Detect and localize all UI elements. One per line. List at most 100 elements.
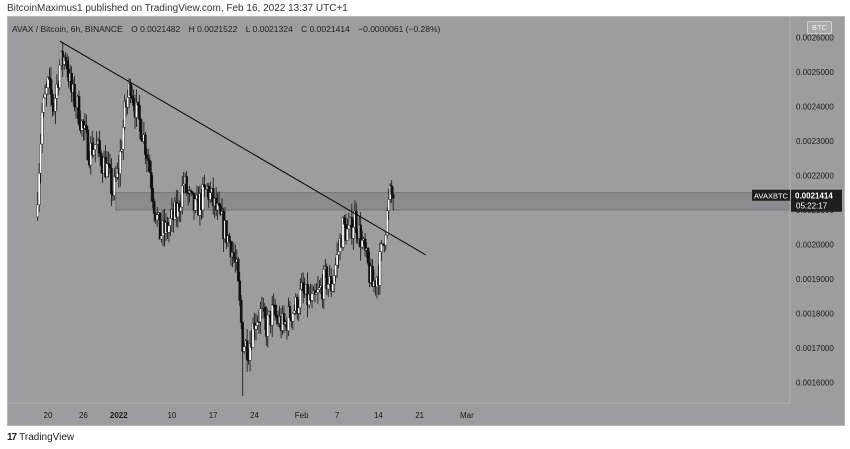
symbol-label: AVAX / Bitcoin, 6h, BINANCE	[12, 24, 123, 34]
close-value: 0.0021414	[309, 24, 350, 34]
y-tick-label: 0.0026000	[796, 34, 834, 43]
high-value: 0.0021522	[197, 24, 238, 34]
candle-body	[45, 87, 48, 95]
candle-body	[138, 104, 141, 120]
candle-body	[346, 228, 349, 241]
candle-body	[108, 163, 112, 169]
trendline	[59, 40, 426, 256]
candle-body	[343, 217, 346, 225]
brand-name: TradingView	[19, 432, 75, 443]
chart-legend: AVAX / Bitcoin, 6h, BINANCE O 0.0021482 …	[12, 24, 440, 34]
candle-body	[217, 203, 221, 206]
candle-body	[130, 95, 134, 99]
candle-body	[40, 112, 44, 145]
candle-body	[152, 201, 156, 214]
candle-body	[245, 340, 249, 361]
candle-body	[318, 287, 321, 290]
candle-body	[259, 308, 262, 323]
candle-body	[270, 304, 274, 326]
candle-body	[58, 64, 62, 88]
candle-body	[266, 314, 270, 337]
candle-body	[341, 217, 345, 248]
axis-layer: 0.0026000 0.0025000 0.0024000 0.0023000 0.00…	[8, 17, 842, 420]
candle-body	[118, 151, 122, 175]
candle-body	[331, 283, 334, 292]
candle-body	[105, 163, 109, 178]
candle-body	[310, 293, 314, 301]
symbol-tag	[752, 189, 790, 201]
candle-body	[298, 288, 302, 309]
candle-body	[288, 306, 292, 318]
y-tick-label: 0.0018000	[796, 309, 834, 318]
publish-caption: BitcoinMaximus1 published on TradingView…	[7, 3, 348, 14]
candle-body	[129, 82, 132, 96]
candle-body	[64, 56, 67, 62]
candle-body	[378, 251, 382, 286]
x-tick-label: 7	[335, 411, 340, 420]
x-tick-label: 26	[79, 411, 88, 420]
open-value: 0.0021482	[140, 24, 181, 34]
price-tag	[791, 189, 842, 212]
x-tick-label: Feb	[295, 411, 309, 420]
candle-body	[120, 149, 124, 152]
chart-frame[interactable]	[7, 16, 845, 426]
candle-body	[182, 183, 186, 186]
x-tick-label: 20	[44, 411, 53, 420]
candle-body	[316, 289, 320, 293]
y-tick-label: 0.0016000	[796, 378, 834, 387]
candle-body	[149, 172, 153, 189]
candle-body	[297, 307, 301, 314]
candle-body	[98, 140, 101, 154]
candle-body	[39, 143, 42, 174]
price-tag-value: 0.0021414	[795, 192, 833, 201]
y-tick-label: 0.0025000	[796, 68, 834, 77]
x-tick-label: 14	[374, 411, 383, 420]
candle-body	[337, 251, 340, 256]
candle-body	[380, 243, 383, 253]
x-tick-label: 2022	[110, 411, 128, 420]
candle-body	[144, 134, 147, 155]
candle-body	[236, 259, 240, 282]
candle-body	[203, 184, 206, 188]
candle-body	[151, 187, 155, 202]
candle-body	[242, 346, 246, 352]
candles-layer	[36, 42, 395, 397]
tradingview-logo-icon: 17	[7, 432, 17, 443]
candle-body	[65, 60, 69, 70]
candle-body	[391, 194, 395, 199]
candle-body	[228, 235, 231, 242]
candle-body	[148, 160, 152, 173]
candle-body	[360, 240, 364, 248]
candle-body	[282, 313, 286, 325]
candle-body	[248, 343, 252, 361]
candle-body	[390, 185, 393, 195]
candle-body	[48, 77, 51, 80]
candle-body	[194, 198, 197, 211]
candle-body	[254, 325, 258, 330]
candle-body	[322, 269, 326, 300]
candle-body	[54, 98, 57, 112]
low-label: L	[245, 24, 251, 34]
y-tick-label: 0.0017000	[796, 344, 834, 353]
candle-body	[335, 254, 339, 266]
candle-body	[51, 93, 54, 106]
candle-body	[273, 304, 277, 316]
symbol-tag-label: AVAXBTC	[754, 192, 788, 201]
candle-body	[325, 266, 329, 290]
low-value: 0.0021324	[252, 24, 293, 34]
y-tick-label: 0.0023000	[796, 137, 834, 146]
candle-body	[85, 125, 88, 131]
currency-badge[interactable]: BTC	[807, 21, 832, 34]
candle-body	[291, 313, 295, 322]
candle-body	[145, 154, 149, 159]
candle-body	[185, 176, 188, 194]
candle-body	[366, 248, 370, 264]
candle-body	[263, 307, 267, 319]
candle-body	[180, 185, 184, 208]
footer-branding: 17 TradingView	[7, 432, 74, 443]
trendline-layer	[59, 40, 426, 256]
candle-body	[169, 218, 172, 226]
candle-body	[42, 97, 45, 113]
candle-body	[326, 284, 330, 290]
